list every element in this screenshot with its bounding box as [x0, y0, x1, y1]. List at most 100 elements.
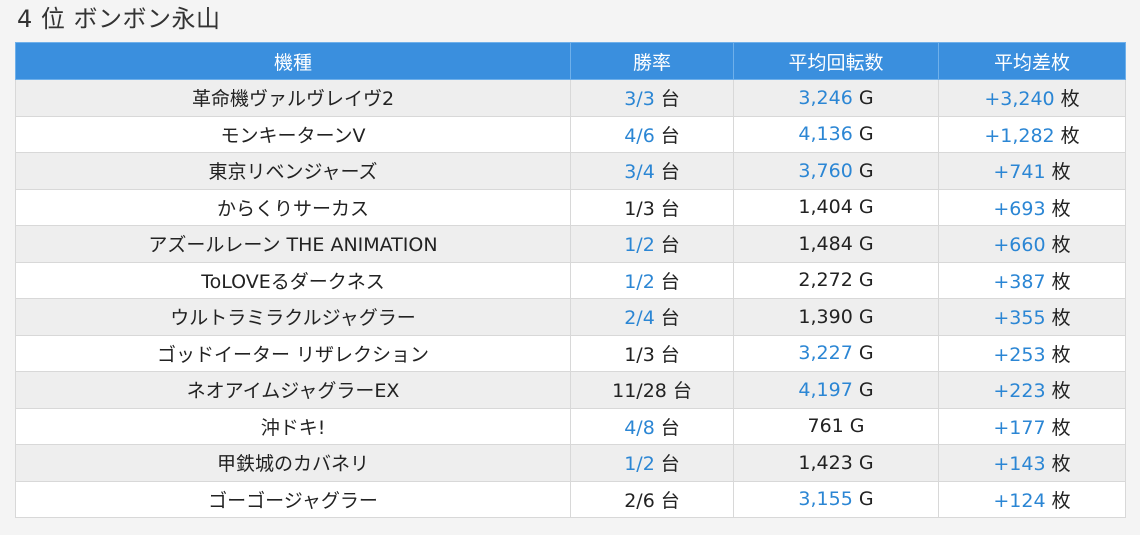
cell-win-rate-value: 3/3 [624, 88, 655, 111]
cell-win-rate-value: 1/3 [624, 343, 655, 366]
cell-machine-name: ゴッドイーター リザレクション [15, 334, 571, 372]
cell-avg-diff-unit: 枚 [1051, 234, 1071, 257]
cell-win-rate-value: 3/4 [624, 161, 655, 184]
cell-machine-name: ネオアイムジャグラーEX [15, 371, 571, 409]
machine-name: モンキーターンV [220, 124, 366, 147]
cell-win-rate-unit: 台 [660, 489, 680, 512]
cell-avg-spins-value: 3,227 [798, 342, 853, 365]
cell-avg-diff: +387 枚 [938, 261, 1126, 299]
cell-machine-name: 沖ドキ! [15, 407, 571, 445]
cell-avg-diff: +693 枚 [938, 188, 1126, 226]
cell-win-rate-value: 11/28 [612, 380, 667, 403]
cell-avg-diff: +124 枚 [938, 480, 1126, 518]
machine-name: ネオアイムジャグラーEX [186, 380, 400, 403]
cell-win-rate: 3/4 台 [570, 152, 734, 190]
table-row: 甲鉄城のカバネリ 1/2 台 1,423 G +143 枚 [15, 444, 1126, 482]
cell-win-rate-value: 4/6 [624, 124, 655, 147]
cell-avg-spins: 3,246 G [733, 79, 939, 117]
table-row: ToLOVEるダークネス 1/2 台 2,272 G +387 枚 [15, 261, 1126, 299]
cell-avg-spins: 1,484 G [733, 225, 939, 263]
cell-avg-spins-unit: G [858, 159, 874, 182]
header-win-rate: 勝率 [570, 42, 734, 80]
cell-avg-spins-unit: G [858, 378, 874, 401]
cell-machine-name: 甲鉄城のカバネリ [15, 444, 571, 482]
cell-avg-diff: +143 枚 [938, 444, 1126, 482]
cell-win-rate-unit: 台 [660, 270, 680, 293]
cell-win-rate: 1/2 台 [570, 444, 734, 482]
table-row: 沖ドキ! 4/8 台 761 G +177 枚 [15, 407, 1126, 445]
page-title: 4 位 ボンボン永山 [17, 5, 221, 33]
cell-avg-diff-unit: 枚 [1051, 197, 1071, 220]
cell-avg-spins: 3,155 G [733, 480, 939, 518]
header-avg-diff: 平均差枚 [938, 42, 1126, 80]
cell-avg-spins: 3,760 G [733, 152, 939, 190]
cell-avg-spins-value: 4,136 [798, 123, 853, 146]
cell-avg-spins-unit: G [858, 123, 874, 146]
header-machine: 機種 [15, 42, 571, 80]
cell-win-rate: 11/28 台 [570, 371, 734, 409]
cell-machine-name: 革命機ヴァルヴレイヴ2 [15, 79, 571, 117]
cell-avg-spins-value: 3,155 [798, 488, 853, 511]
table-row: ウルトラミラクルジャグラー 2/4 台 1,390 G +355 枚 [15, 298, 1126, 336]
cell-avg-spins-value: 1,390 [798, 305, 853, 328]
cell-avg-spins-unit: G [858, 269, 874, 292]
cell-avg-diff: +177 枚 [938, 407, 1126, 445]
cell-win-rate-value: 1/3 [624, 197, 655, 220]
header-row: 機種 勝率 平均回転数 平均差枚 [15, 42, 1126, 80]
cell-avg-diff-value: +660 [993, 234, 1046, 257]
cell-machine-name: 東京リベンジャーズ [15, 152, 571, 190]
cell-avg-spins: 3,227 G [733, 334, 939, 372]
cell-avg-diff-value: +355 [993, 307, 1046, 330]
cell-avg-diff-unit: 枚 [1051, 416, 1071, 439]
cell-win-rate-unit: 台 [660, 343, 680, 366]
cell-win-rate: 2/6 台 [570, 480, 734, 518]
cell-machine-name: アズールレーン THE ANIMATION [15, 225, 571, 263]
table-row: モンキーターンV 4/6 台 4,136 G +1,282 枚 [15, 115, 1126, 153]
cell-avg-spins-unit: G [858, 86, 874, 109]
cell-win-rate-unit: 台 [660, 197, 680, 220]
cell-win-rate: 4/6 台 [570, 115, 734, 153]
cell-avg-spins-value: 761 [807, 415, 844, 438]
cell-win-rate: 1/3 台 [570, 188, 734, 226]
cell-avg-diff: +741 枚 [938, 152, 1126, 190]
machine-name: 甲鉄城のカバネリ [216, 453, 369, 476]
cell-avg-diff-value: +387 [993, 270, 1046, 293]
cell-avg-spins: 1,423 G [733, 444, 939, 482]
cell-avg-spins-unit: G [858, 232, 874, 255]
cell-avg-diff-value: +693 [993, 197, 1046, 220]
cell-win-rate: 4/8 台 [570, 407, 734, 445]
machine-name: 革命機ヴァルヴレイヴ2 [191, 88, 395, 111]
cell-avg-diff: +355 枚 [938, 298, 1126, 336]
cell-win-rate-unit: 台 [660, 234, 680, 257]
cell-machine-name: ゴーゴージャグラー [15, 480, 571, 518]
cell-win-rate-unit: 台 [660, 416, 680, 439]
cell-win-rate-unit: 台 [660, 124, 680, 147]
cell-avg-diff-value: +741 [993, 161, 1046, 184]
cell-avg-diff: +3,240 枚 [938, 79, 1126, 117]
cell-avg-spins-unit: G [849, 415, 865, 438]
table-row: ゴッドイーター リザレクション 1/3 台 3,227 G +253 枚 [15, 334, 1126, 372]
cell-avg-spins: 2,272 G [733, 261, 939, 299]
cell-machine-name: モンキーターンV [15, 115, 571, 153]
machine-name: ゴッドイーター リザレクション [156, 343, 430, 366]
cell-avg-diff-unit: 枚 [1060, 88, 1080, 111]
cell-avg-spins: 761 G [733, 407, 939, 445]
machine-name: アズールレーン THE ANIMATION [148, 234, 438, 257]
cell-win-rate: 1/3 台 [570, 334, 734, 372]
cell-avg-diff-unit: 枚 [1051, 489, 1071, 512]
cell-avg-diff-unit: 枚 [1051, 270, 1071, 293]
cell-avg-diff-value: +177 [993, 416, 1046, 439]
cell-avg-diff: +223 枚 [938, 371, 1126, 409]
cell-avg-diff-value: +1,282 [984, 124, 1055, 147]
cell-avg-spins: 4,197 G [733, 371, 939, 409]
cell-avg-diff-value: +124 [993, 489, 1046, 512]
cell-win-rate-value: 1/2 [624, 234, 655, 257]
cell-machine-name: からくりサーカス [15, 188, 571, 226]
table-row: からくりサーカス 1/3 台 1,404 G +693 枚 [15, 188, 1126, 226]
cell-avg-diff-unit: 枚 [1051, 307, 1071, 330]
table-row: 革命機ヴァルヴレイヴ2 3/3 台 3,246 G +3,240 枚 [15, 79, 1126, 117]
cell-win-rate-value: 4/8 [624, 416, 655, 439]
cell-avg-diff-unit: 枚 [1051, 343, 1071, 366]
cell-avg-diff-value: +3,240 [984, 88, 1055, 111]
